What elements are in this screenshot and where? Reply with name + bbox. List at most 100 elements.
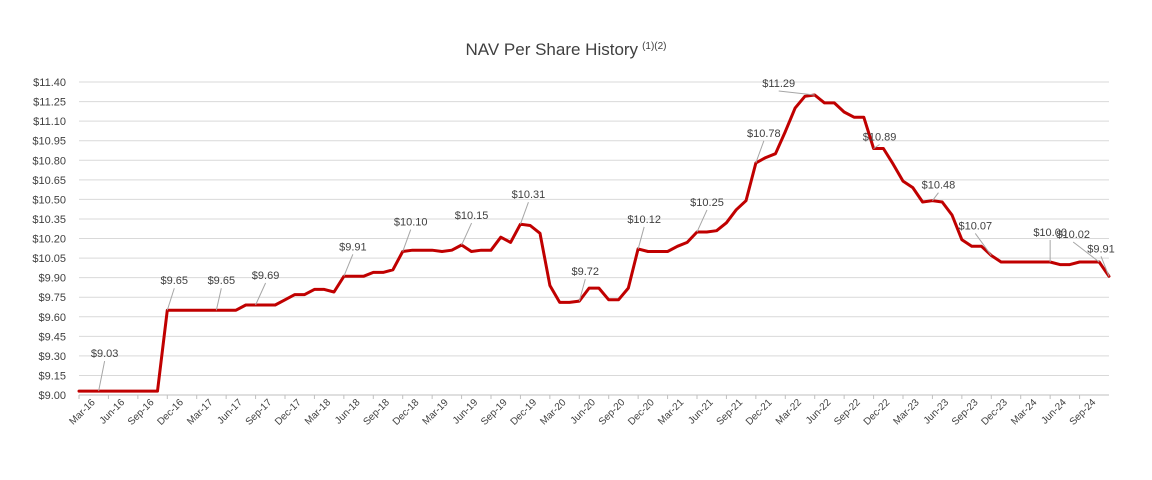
- x-tick-label: Mar-21: [656, 397, 686, 427]
- y-tick-label: $10.05: [32, 253, 66, 265]
- data-label: $10.15: [455, 210, 489, 222]
- y-tick-label: $11.40: [33, 77, 66, 89]
- data-label: $10.31: [512, 189, 546, 201]
- x-tick-label: Dec-16: [155, 397, 186, 428]
- x-tick-label: Jun-22: [804, 397, 834, 427]
- x-tick-label: Dec-19: [509, 397, 540, 428]
- x-tick-label: Mar-23: [892, 397, 922, 427]
- data-label: $11.29: [762, 78, 795, 90]
- leader-line: [402, 229, 412, 252]
- y-tick-label: $9.90: [38, 273, 66, 285]
- x-tick-label: Jun-23: [922, 397, 952, 427]
- leader-line: [98, 360, 106, 392]
- x-tick-label: Mar-19: [421, 397, 451, 427]
- x-tick-label: Sep-23: [950, 397, 981, 428]
- y-tick-label: $9.45: [38, 331, 66, 343]
- data-label: $10.07: [958, 220, 992, 232]
- x-tick-label: Mar-20: [538, 397, 568, 427]
- x-tick-label: Mar-18: [303, 397, 333, 427]
- y-tick-label: $10.35: [32, 214, 66, 226]
- leader-line: [578, 278, 586, 302]
- leader-line: [215, 288, 222, 311]
- x-tick-label: Dec-22: [862, 397, 893, 428]
- data-label: $9.69: [252, 270, 280, 282]
- y-tick-label: $9.75: [38, 292, 66, 304]
- data-label: $10.12: [627, 214, 661, 226]
- chart-title: NAV Per Share History (1)(2): [465, 40, 666, 59]
- y-tick-label: $10.65: [32, 175, 66, 187]
- data-label: $10.48: [922, 180, 956, 192]
- leader-line: [755, 140, 765, 164]
- leader-line: [166, 288, 175, 311]
- x-tick-label: Jun-19: [451, 397, 481, 427]
- y-tick-label: $10.95: [32, 136, 66, 148]
- leader-line: [932, 192, 939, 201]
- data-label: $9.03: [91, 348, 119, 360]
- series-line-nav: [77, 93, 1111, 393]
- x-tick-label: Sep-22: [832, 397, 863, 428]
- data-label: $9.91: [1087, 243, 1115, 255]
- x-tick-label: Jun-17: [215, 397, 245, 427]
- leader-line: [873, 144, 880, 149]
- data-label: $9.72: [572, 266, 600, 278]
- x-tick-label: Mar-22: [774, 397, 804, 427]
- x-tick-label: Sep-24: [1068, 397, 1099, 428]
- chart-title-main: NAV Per Share History: [465, 40, 638, 59]
- x-tick-label: Sep-21: [715, 397, 746, 428]
- y-tick-label: $10.20: [32, 234, 66, 246]
- data-label: $10.02: [1056, 229, 1090, 241]
- leader-line: [1100, 256, 1110, 277]
- gridlines: [79, 81, 1109, 376]
- x-tick-label: Dec-21: [744, 397, 775, 428]
- leader-line: [519, 201, 529, 225]
- data-label: $9.65: [208, 275, 236, 287]
- leader-line: [974, 233, 992, 256]
- x-tick-label: Jun-24: [1039, 397, 1069, 427]
- y-tick-label: $11.25: [33, 97, 66, 109]
- x-tick-label: Jun-21: [686, 397, 716, 427]
- chart-title-superscript: (1)(2): [642, 41, 666, 52]
- x-tick-label: Sep-18: [361, 397, 392, 428]
- y-tick-label: $10.80: [32, 155, 66, 167]
- x-tick-label: Sep-19: [479, 397, 510, 428]
- y-tick-label: $10.50: [32, 194, 66, 206]
- x-tick-label: Dec-23: [979, 397, 1010, 428]
- data-label: $10.78: [747, 128, 781, 140]
- data-label: $10.00: [1033, 227, 1067, 239]
- leader-line: [1072, 241, 1100, 263]
- data-label: $10.89: [863, 132, 897, 144]
- leader-line: [343, 254, 354, 277]
- x-tick-label: Sep-16: [126, 397, 157, 428]
- data-label: $9.91: [339, 241, 367, 253]
- leader-line: [255, 282, 267, 306]
- y-tick-label: $9.00: [38, 390, 66, 402]
- leader-line: [461, 222, 473, 246]
- x-tick-label: Dec-18: [391, 397, 422, 428]
- leader-line: [696, 209, 708, 233]
- leader-line: [778, 90, 815, 96]
- leader-line: [637, 226, 645, 250]
- x-tick-label: Jun-18: [333, 397, 363, 427]
- x-tick-label: Mar-16: [68, 397, 98, 427]
- series-layer: [77, 93, 1111, 393]
- y-tick-label: $9.15: [38, 370, 66, 382]
- data-labels: $9.03 $9.65 $9.65 $9.69 $9.91 $10.10 $10.15 $10…: [91, 78, 1115, 360]
- x-tick-label: Sep-20: [597, 397, 628, 428]
- x-tick-label: Sep-17: [244, 397, 275, 428]
- y-tick-label: $9.60: [38, 312, 66, 324]
- x-tick-label: Mar-17: [185, 397, 215, 427]
- x-tick-label: Dec-17: [273, 397, 304, 428]
- x-tick-label: Jun-16: [98, 397, 128, 427]
- y-tick-label: $11.10: [33, 116, 66, 128]
- data-label: $9.65: [161, 275, 189, 287]
- axes: [78, 394, 1109, 399]
- y-tick-label: $9.30: [38, 351, 66, 363]
- x-tick-label: Mar-24: [1009, 397, 1039, 427]
- leader-lines: [98, 90, 1110, 392]
- x-tick-label: Jun-20: [569, 397, 599, 427]
- x-tick-label: Dec-20: [626, 397, 657, 428]
- y-tick-labels: $9.00 $9.15 $9.30 $9.45 $9.60 $9.75 $9.90 $10.0…: [32, 77, 66, 402]
